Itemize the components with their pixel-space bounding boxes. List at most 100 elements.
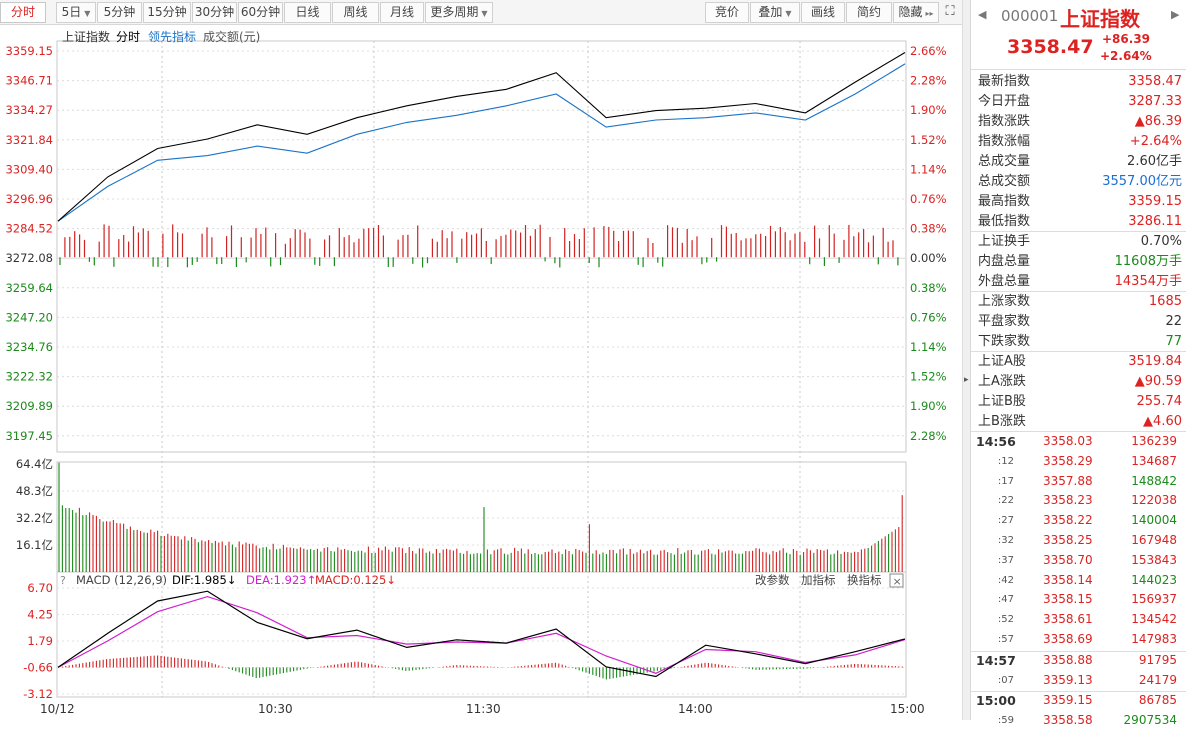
price-tick-label: 3222.32 xyxy=(5,370,53,384)
chart-svg: 上证指数 分时 领先指标 成交额(元) 3359.15 2.66% 3346.71 2.28%… xyxy=(5,29,947,716)
tick-volume: 134542 xyxy=(1131,612,1177,627)
stat-row: 上证A股 3519.84 xyxy=(971,352,1186,372)
tick-volume: 86785 xyxy=(1138,693,1177,708)
tick-time: :52 xyxy=(997,614,1014,626)
pct-tick-label: 0.76% xyxy=(910,310,947,324)
stat-label: 上涨家数 xyxy=(978,294,1031,309)
stat-value: +2.64% xyxy=(1129,134,1182,149)
stat-row: 上B涨跌 ▲4.60 xyxy=(971,412,1186,432)
period-tab[interactable]: 日线 xyxy=(284,2,331,23)
stat-row: 上证换手 0.70% xyxy=(971,232,1186,252)
tick-row: :57 3358.69 147983 xyxy=(971,630,1186,650)
stat-value: 1685 xyxy=(1148,294,1182,309)
divider xyxy=(971,291,1186,292)
tick-time: 15:00 xyxy=(976,693,1016,709)
stat-label: 总成交量 xyxy=(978,154,1031,169)
period-tab[interactable]: 更多周期 ▼ xyxy=(425,2,493,23)
macd-value: MACD:0.125↓ xyxy=(315,573,396,587)
divider xyxy=(971,691,1186,693)
stat-value: 77 xyxy=(1165,334,1182,349)
tick-price: 3358.03 xyxy=(1043,434,1093,448)
period-tab[interactable]: 60分钟 xyxy=(238,2,283,23)
tick-time: 14:56 xyxy=(976,434,1016,449)
volume-tick-label: 16.1亿 xyxy=(16,538,53,552)
tick-price: 3359.13 xyxy=(1043,672,1093,687)
toolbar-button[interactable]: 画线 xyxy=(801,2,845,23)
price-panel-frame xyxy=(56,40,907,453)
period-tab[interactable]: 5分钟 xyxy=(97,2,142,23)
period-tab[interactable]: 5日 ▼ xyxy=(56,2,96,23)
stat-label: 指数涨幅 xyxy=(978,134,1031,149)
volume-tick-label: 48.3亿 xyxy=(16,484,53,498)
period-tab[interactable]: 分时 xyxy=(0,2,46,23)
price-tick-label: 3234.76 xyxy=(5,340,53,354)
stat-label: 内盘总量 xyxy=(978,254,1031,269)
period-tab[interactable]: 30分钟 xyxy=(192,2,237,23)
tick-time: :27 xyxy=(997,515,1014,527)
price-tick-label: 3309.40 xyxy=(5,162,53,176)
caret-down-icon: ▼ xyxy=(785,9,792,18)
tick-row: 15:00 3359.15 86785 xyxy=(971,691,1186,711)
divider xyxy=(971,351,1186,352)
timeshare-chart[interactable]: 上证指数 分时 领先指标 成交额(元) 3359.15 2.66% 3346.71 2.28%… xyxy=(0,25,962,720)
toolbar-button[interactable]: 竞价 xyxy=(705,2,749,23)
stat-value: 3359.15 xyxy=(1128,194,1182,209)
stat-value: 3519.84 xyxy=(1128,354,1182,369)
toolbar-button[interactable]: 叠加 ▼ xyxy=(750,2,800,23)
tick-time: :12 xyxy=(997,455,1014,467)
stat-value: 22 xyxy=(1165,314,1182,329)
time-tick-label: 10/12 xyxy=(40,702,75,716)
double-arrow-icon: ▸▸ xyxy=(925,9,934,18)
pct-tick-label: 1.14% xyxy=(910,162,947,176)
tick-volume: 148842 xyxy=(1131,473,1177,488)
stat-label: 外盘总量 xyxy=(978,274,1031,289)
price-tick-label: 3296.96 xyxy=(5,192,53,206)
period-tab[interactable]: 15分钟 xyxy=(143,2,191,23)
tick-price: 3357.88 xyxy=(1043,473,1093,488)
stat-label: 平盘家数 xyxy=(978,314,1031,329)
tick-row: 14:56 3358.03 136239 xyxy=(971,432,1186,452)
tick-row: :17 3357.88 148842 xyxy=(971,472,1186,492)
tick-row: :27 3358.22 140004 xyxy=(971,511,1186,531)
stat-label: 指数涨跌 xyxy=(978,114,1031,129)
price-change-pct: +2.64% xyxy=(1100,49,1152,63)
divider xyxy=(971,231,1186,232)
stock-code: 000001 xyxy=(1001,7,1059,25)
macd-button[interactable]: 换指标 xyxy=(847,573,882,587)
tick-time: 14:57 xyxy=(976,652,1016,668)
tick-price: 3358.25 xyxy=(1043,533,1093,547)
stat-row: 外盘总量 14354万手 xyxy=(971,272,1186,292)
toolbar-button[interactable]: 简约 xyxy=(846,2,892,23)
tick-price: 3358.88 xyxy=(1043,652,1093,667)
period-tab[interactable]: 月线 xyxy=(380,2,424,23)
pct-tick-label: 0.76% xyxy=(910,192,947,206)
collapse-arrow-icon[interactable]: ▸ xyxy=(964,375,969,385)
tick-price: 3358.61 xyxy=(1043,612,1093,627)
panel-splitter[interactable]: ▸ xyxy=(962,0,970,720)
macd-button[interactable]: 改参数 xyxy=(755,573,790,587)
stat-label: 上B涨跌 xyxy=(978,414,1026,429)
macd-button[interactable]: 加指标 xyxy=(801,573,836,587)
price-tick-label: 3346.71 xyxy=(5,74,53,88)
macd-name: MACD (12,26,9) xyxy=(76,573,167,587)
price-tick-label: 3284.52 xyxy=(5,222,53,236)
close-icon[interactable] xyxy=(889,573,904,588)
period-tab[interactable]: 周线 xyxy=(332,2,379,23)
toolbar-button[interactable]: 隐藏 ▸▸ xyxy=(893,2,939,23)
help-icon[interactable]: ? xyxy=(60,574,66,587)
expand-icon[interactable]: ⛶ xyxy=(945,4,955,19)
tick-time: :59 xyxy=(997,715,1014,727)
stat-label: 上证A股 xyxy=(978,354,1026,369)
tick-row: :52 3358.61 134542 xyxy=(971,610,1186,630)
tick-price: 3358.70 xyxy=(1043,552,1093,567)
pct-tick-label: 0.38% xyxy=(910,281,947,295)
stat-label: 下跌家数 xyxy=(978,334,1031,349)
tick-price: 3358.14 xyxy=(1043,572,1093,587)
stat-value: 3557.00亿元 xyxy=(1102,174,1182,189)
tick-volume: 167948 xyxy=(1131,533,1177,547)
right-triangle-icon[interactable]: ▶ xyxy=(1171,8,1180,21)
index-legend: 上证指数 xyxy=(62,29,110,44)
close-glyph: × xyxy=(893,575,902,588)
stat-value: 0.70% xyxy=(1140,234,1182,249)
left-triangle-icon[interactable]: ◀ xyxy=(978,8,987,21)
